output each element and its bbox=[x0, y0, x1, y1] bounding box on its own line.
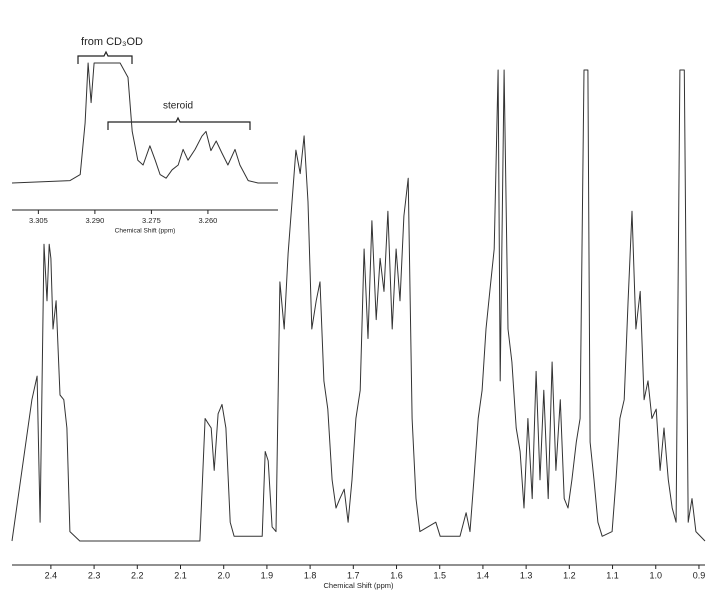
x-tick-label: 1.2 bbox=[563, 570, 576, 580]
x-tick-label: 1.0 bbox=[649, 570, 662, 580]
x-tick-label: 3.305 bbox=[29, 216, 48, 225]
x-tick-label: 2.0 bbox=[217, 570, 230, 580]
x-tick-label: 1.9 bbox=[261, 570, 274, 580]
x-tick-label: 3.260 bbox=[199, 216, 218, 225]
steroid-bracket bbox=[107, 116, 251, 130]
x-tick-label: 1.8 bbox=[304, 570, 317, 580]
solvent-bracket bbox=[77, 50, 133, 64]
x-tick-label: 3.275 bbox=[142, 216, 161, 225]
x-axis-label: Chemical Shift (ppm) bbox=[115, 228, 176, 235]
x-axis-label: Chemical Shift (ppm) bbox=[323, 581, 394, 590]
steroid-annotation: steroid bbox=[163, 101, 193, 112]
spectrum-line bbox=[11, 62, 278, 184]
spectrum-line bbox=[11, 69, 706, 542]
x-tick-label: 2.2 bbox=[131, 570, 144, 580]
x-tick-label: 3.290 bbox=[85, 216, 104, 225]
x-tick-label: 1.6 bbox=[390, 570, 403, 580]
x-tick-label: 0.9 bbox=[693, 570, 706, 580]
x-tick-label: 1.1 bbox=[606, 570, 619, 580]
x-tick-label: 1.7 bbox=[347, 570, 360, 580]
x-tick-label: 1.3 bbox=[520, 570, 533, 580]
x-tick-label: 1.5 bbox=[433, 570, 446, 580]
x-tick-label: 1.4 bbox=[477, 570, 490, 580]
x-tick-label: 2.3 bbox=[88, 570, 101, 580]
x-tick-label: 2.1 bbox=[174, 570, 187, 580]
solvent-annotation: from CD₃OD bbox=[81, 36, 143, 48]
x-tick-label: 2.4 bbox=[45, 570, 58, 580]
